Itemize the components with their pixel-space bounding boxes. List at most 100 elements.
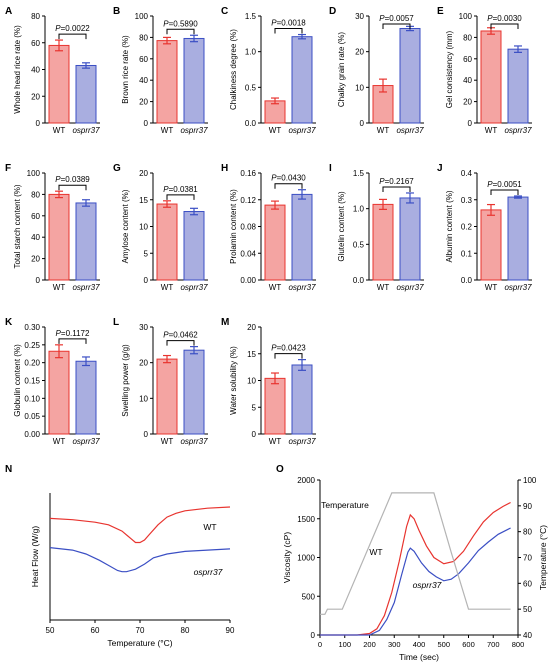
y-axis-label: Total starch content (%)	[13, 184, 22, 268]
x-tick-label: WT	[377, 126, 390, 135]
y2-tick-label: 80	[523, 528, 532, 537]
osprr37-curve	[320, 527, 511, 636]
panel-letter: N	[5, 464, 12, 475]
wt-curve	[320, 501, 511, 636]
y-axis-label: Prolamin content (%)	[229, 189, 238, 264]
bar	[183, 349, 205, 435]
bar	[156, 203, 178, 281]
x-tick-label: osprr37	[180, 126, 208, 135]
bar	[264, 377, 286, 435]
y-tick-label: 100	[135, 12, 149, 21]
temperature-label: Temperature	[321, 500, 369, 510]
y-tick-label: 0	[311, 631, 316, 640]
x-tick-label: 50	[46, 626, 55, 635]
y-tick-label: 0	[144, 430, 149, 439]
y-tick-label: 60	[31, 212, 40, 221]
y-tick-label: 20	[463, 98, 472, 107]
y-tick-label: 0	[144, 276, 149, 285]
x-tick-label: 400	[413, 640, 426, 649]
y-axis-label: Swelling power (g/g)	[121, 344, 130, 417]
y-tick-label: 1500	[297, 515, 315, 524]
bar	[48, 44, 70, 124]
y-tick-label: 40	[139, 76, 148, 85]
significance-bracket	[382, 23, 411, 29]
bar	[372, 203, 394, 281]
panel-letter: E	[437, 6, 444, 17]
y-tick-label: 0.0	[461, 276, 473, 285]
y-tick-label: 0.5	[353, 240, 365, 249]
wt-label: WT	[203, 522, 216, 532]
bar	[48, 350, 70, 435]
x-tick-label: 0	[318, 640, 322, 649]
y2-tick-label: 40	[523, 631, 532, 640]
x-tick-label: 800	[512, 640, 525, 649]
x-tick-label: 100	[338, 640, 351, 649]
x-tick-label: WT	[53, 126, 66, 135]
panel-letter: L	[113, 317, 119, 328]
y-tick-label: 60	[463, 55, 472, 64]
bar	[48, 193, 70, 281]
y-tick-label: 0	[360, 119, 365, 128]
x-tick-label: osprr37	[396, 283, 424, 292]
x-axis-label: Time (sec)	[399, 652, 439, 662]
p-value-label: P=0.0430	[271, 174, 306, 183]
temperature-curve	[320, 492, 511, 615]
panel-letter: J	[437, 163, 443, 174]
significance-bracket	[166, 28, 195, 35]
y-tick-label: 100	[27, 169, 41, 178]
y-tick-label: 5	[252, 403, 257, 412]
y-tick-label: 80	[463, 33, 472, 42]
x-tick-label: osprr37	[504, 283, 532, 292]
y-tick-label: 15	[139, 196, 148, 205]
y-tick-label: 20	[31, 255, 40, 264]
y-tick-label: 1.0	[245, 48, 257, 57]
panel-letter: A	[5, 6, 12, 17]
x-tick-label: 200	[363, 640, 376, 649]
significance-bracket	[274, 353, 303, 359]
y-tick-label: 30	[139, 323, 148, 332]
y-tick-label: 0.00	[240, 276, 256, 285]
y-axis-label: Water solubility (%)	[229, 346, 238, 415]
p-value-label: P=0.0057	[379, 14, 414, 23]
x-tick-label: osprr37	[396, 126, 424, 135]
x-tick-label: WT	[269, 283, 282, 292]
significance-bracket	[58, 338, 87, 344]
p-value-label: P=0.1172	[56, 329, 90, 338]
panel-letter: F	[5, 163, 11, 174]
bar	[264, 204, 286, 281]
x-tick-label: WT	[377, 283, 390, 292]
osprr37-label: osprr37	[194, 567, 223, 577]
y-tick-label: 20	[31, 92, 40, 101]
y-tick-label: 0.30	[24, 323, 40, 332]
y-tick-label: 0	[36, 119, 41, 128]
y-tick-label: 2000	[297, 476, 315, 485]
y-tick-label: 20	[247, 323, 256, 332]
p-value-label: P=0.2167	[379, 177, 414, 186]
x-tick-label: WT	[485, 283, 498, 292]
bar	[291, 364, 313, 435]
significance-bracket	[490, 23, 519, 29]
y-tick-label: 0.20	[24, 359, 40, 368]
y-tick-label: 10	[355, 83, 364, 92]
y-tick-label: 20	[355, 48, 364, 57]
y-tick-label: 60	[31, 39, 40, 48]
bar	[480, 209, 502, 281]
y-tick-label: 1.5	[245, 12, 257, 21]
y-axis-label: Chalkiness degree (%)	[229, 29, 238, 110]
y-tick-label: 0.15	[24, 377, 40, 386]
x-tick-label: 300	[388, 640, 401, 649]
bar	[156, 40, 178, 124]
x-tick-label: osprr37	[72, 437, 100, 446]
y2-tick-label: 100	[523, 476, 537, 485]
significance-bracket	[382, 186, 411, 192]
y-axis-label: Amylose content (%)	[121, 189, 130, 263]
y-tick-label: 0.5	[245, 83, 257, 92]
y-axis-label: Heat Flow (W/g)	[30, 526, 40, 588]
y-tick-label: 0.00	[24, 430, 40, 439]
panel-letter: M	[221, 317, 229, 328]
osprr37-label: osprr37	[413, 580, 442, 590]
y2-tick-label: 90	[523, 502, 532, 511]
bar	[480, 30, 502, 124]
y-tick-label: 0.25	[24, 341, 40, 350]
